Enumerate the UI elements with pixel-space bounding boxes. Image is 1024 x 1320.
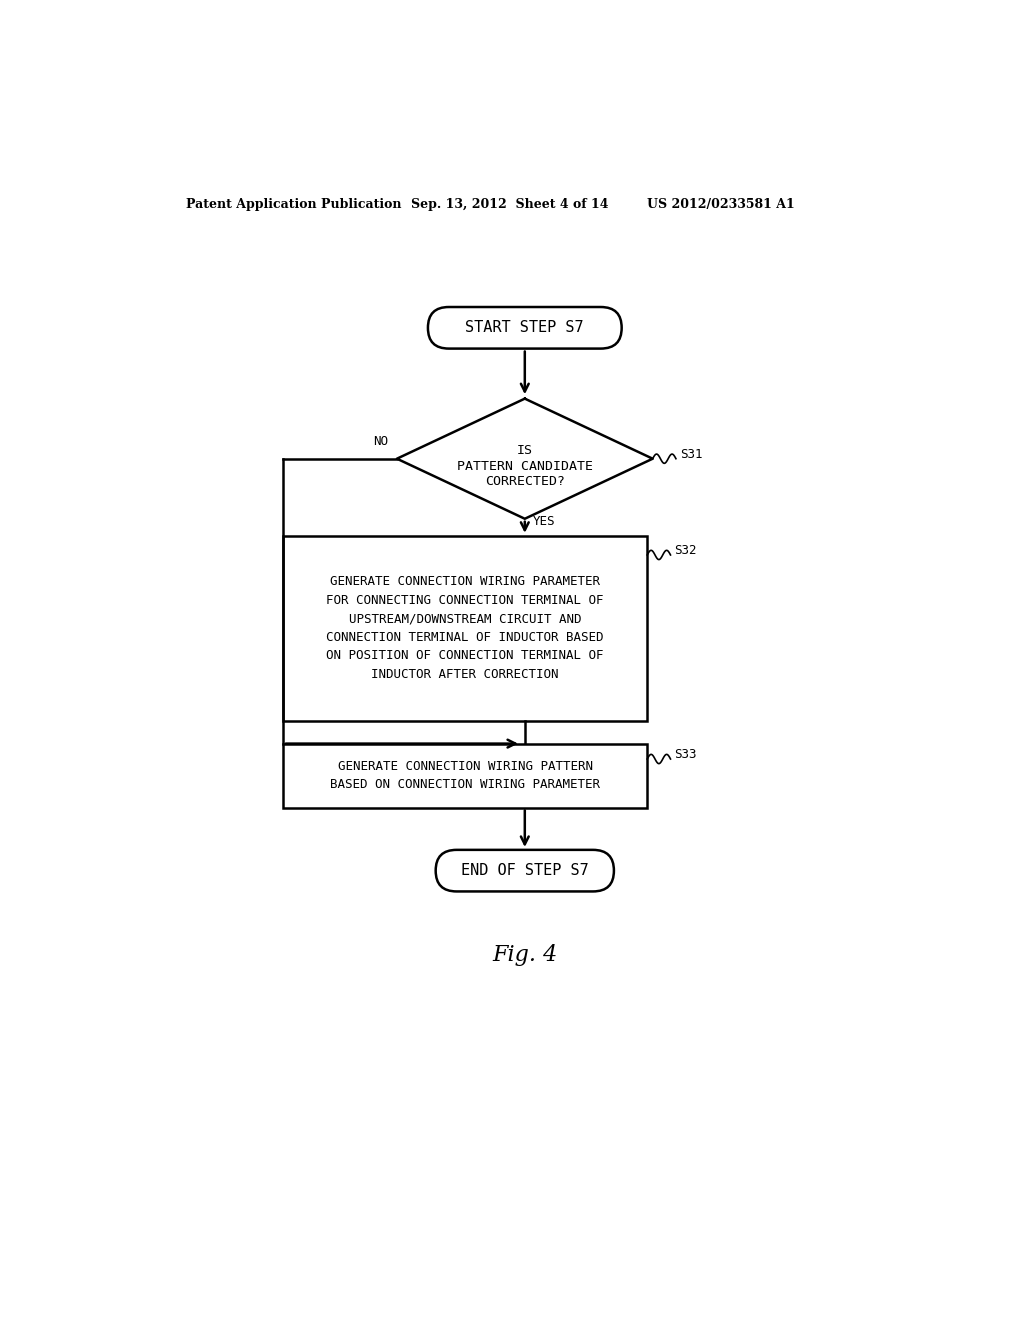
Text: IS: IS	[517, 445, 532, 458]
Text: Sep. 13, 2012  Sheet 4 of 14: Sep. 13, 2012 Sheet 4 of 14	[411, 198, 608, 211]
Text: CORRECTED?: CORRECTED?	[484, 475, 565, 488]
Text: S31: S31	[680, 447, 702, 461]
FancyBboxPatch shape	[428, 308, 622, 348]
Text: YES: YES	[532, 515, 555, 528]
Text: US 2012/0233581 A1: US 2012/0233581 A1	[647, 198, 795, 211]
Bar	[283, 536, 647, 721]
Text: Fig. 4: Fig. 4	[493, 944, 557, 966]
Text: S33: S33	[675, 748, 697, 760]
Text: START STEP S7: START STEP S7	[466, 321, 584, 335]
Text: S32: S32	[675, 544, 697, 557]
Text: END OF STEP S7: END OF STEP S7	[461, 863, 589, 878]
Text: Patent Application Publication: Patent Application Publication	[186, 198, 401, 211]
Text: PATTERN CANDIDATE: PATTERN CANDIDATE	[457, 459, 593, 473]
Text: GENERATE CONNECTION WIRING PARAMETER
FOR CONNECTING CONNECTION TERMINAL OF
UPSTR: GENERATE CONNECTION WIRING PARAMETER FOR…	[327, 576, 604, 681]
FancyBboxPatch shape	[435, 850, 614, 891]
Text: NO: NO	[373, 434, 388, 447]
Bar	[283, 743, 647, 808]
Text: GENERATE CONNECTION WIRING PATTERN
BASED ON CONNECTION WIRING PARAMETER: GENERATE CONNECTION WIRING PATTERN BASED…	[330, 760, 600, 791]
